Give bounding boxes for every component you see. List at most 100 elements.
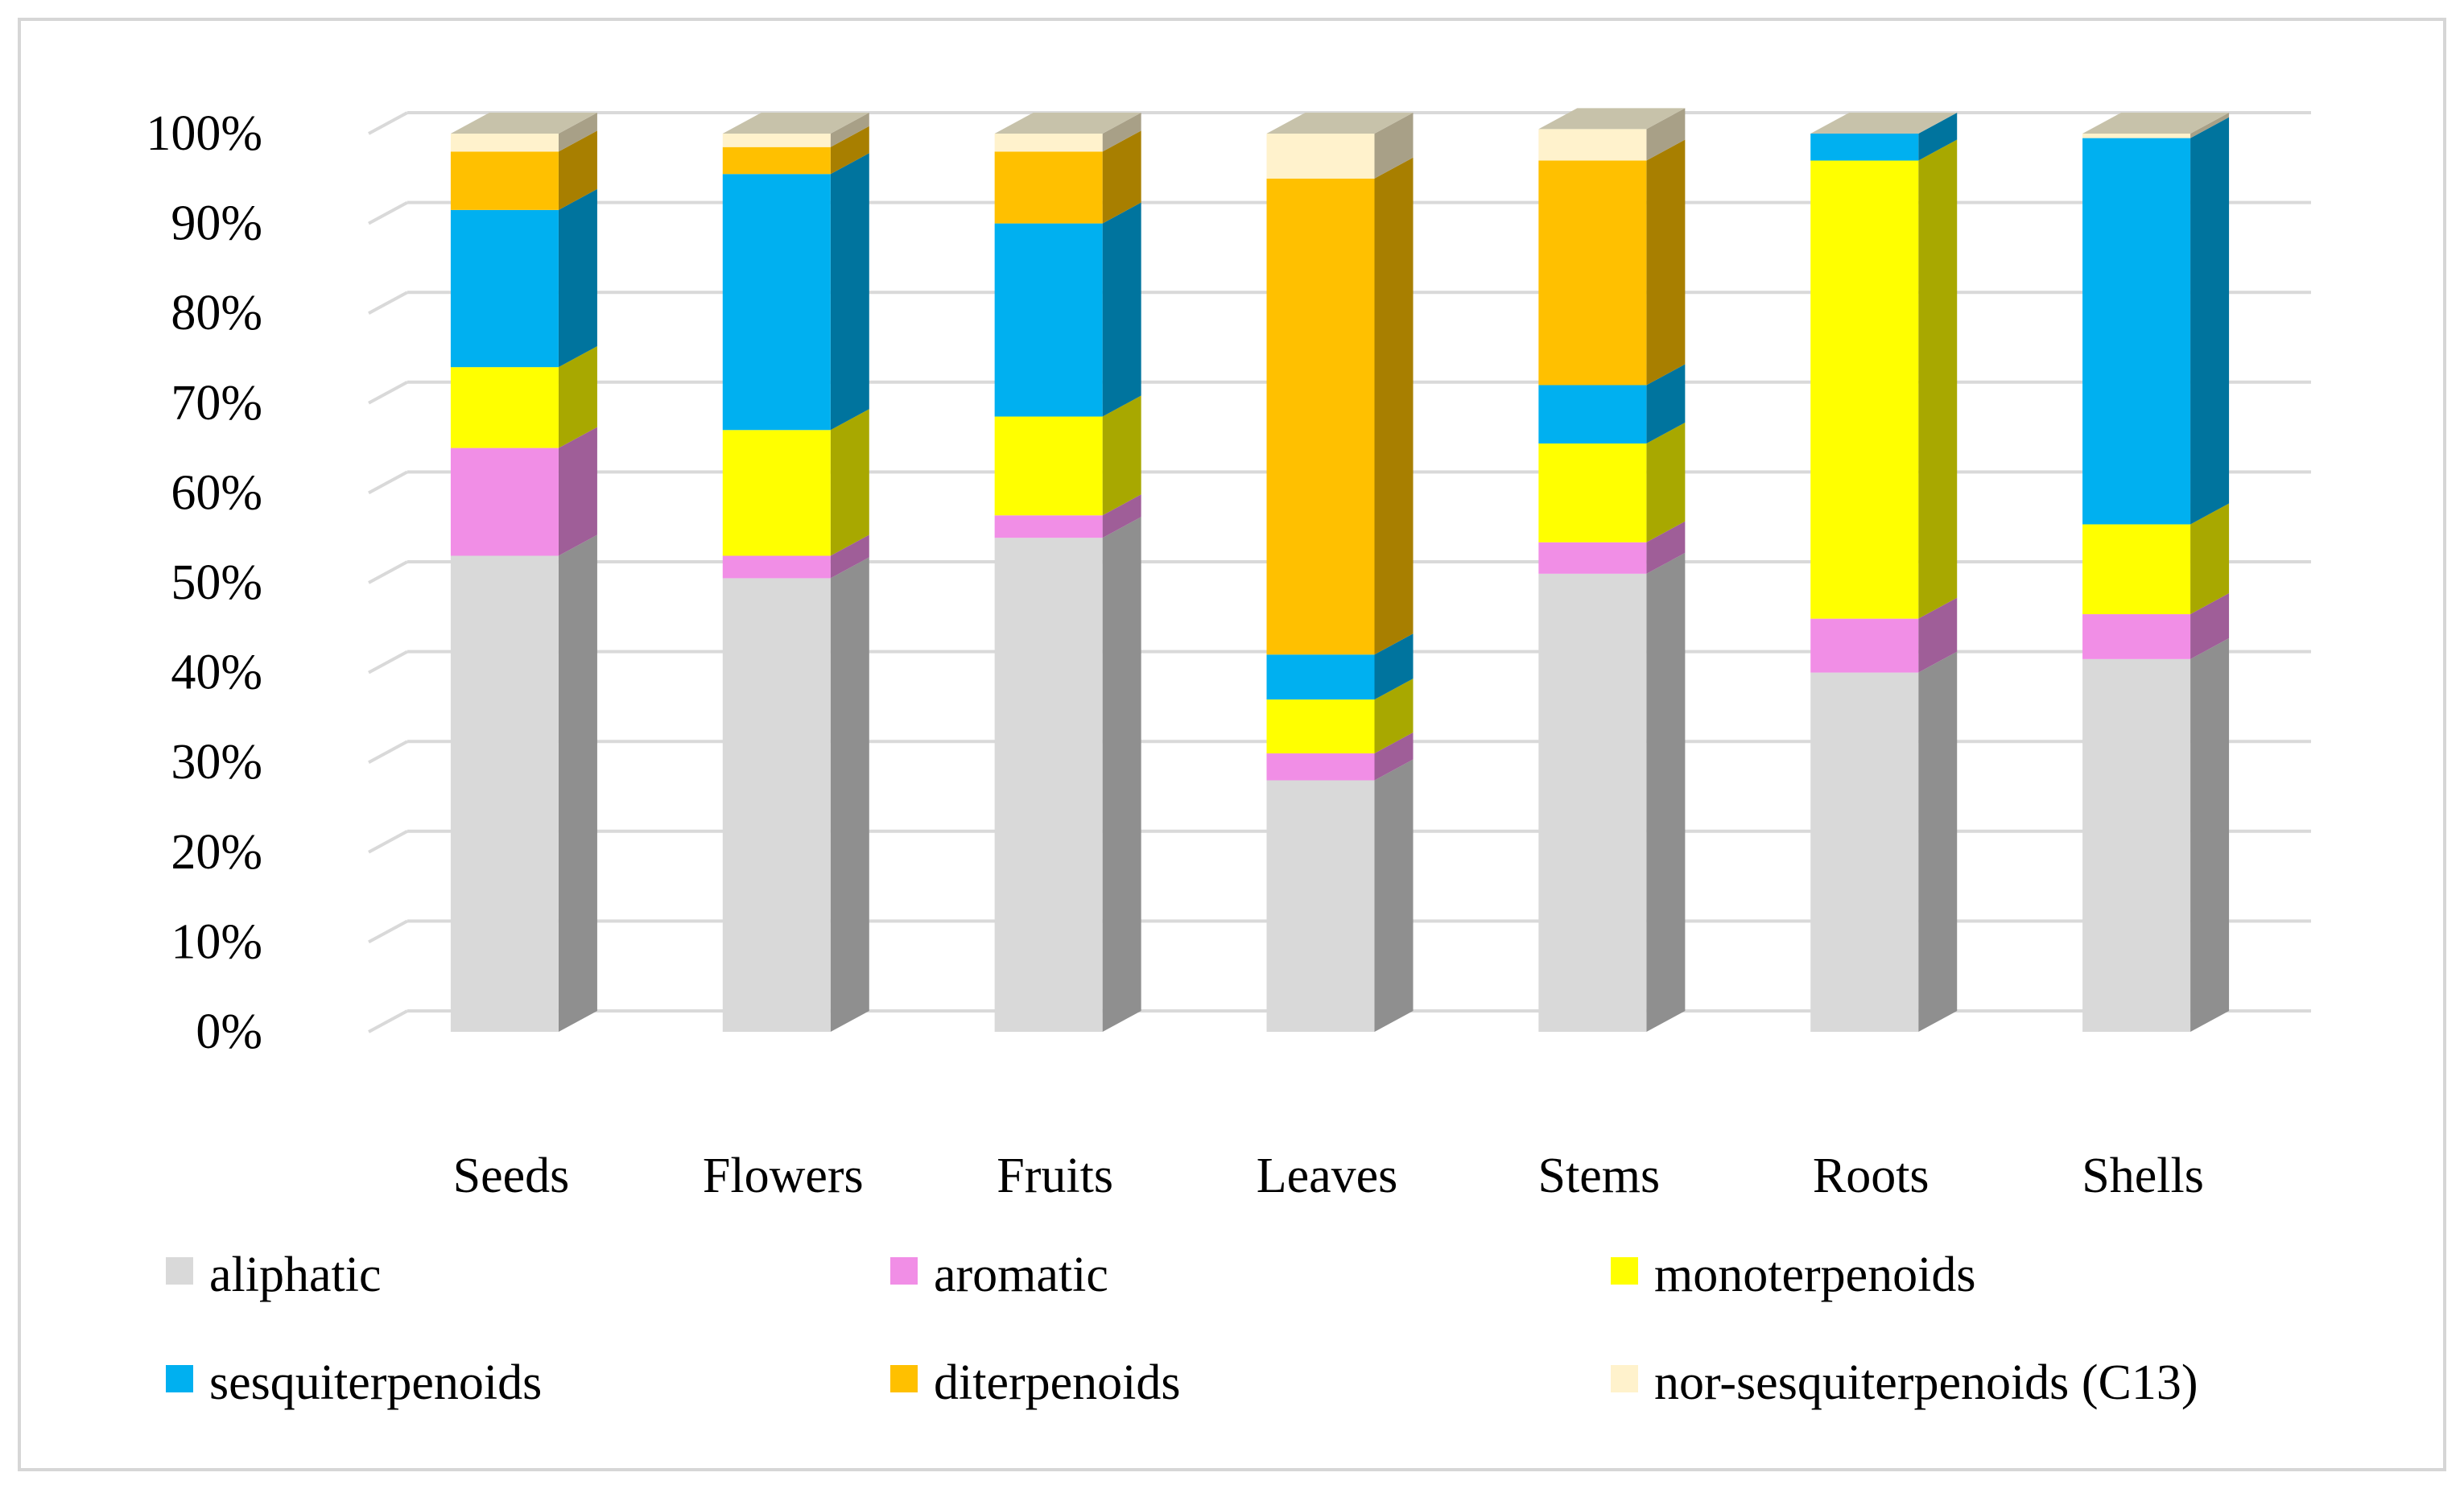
bar-side-face xyxy=(1918,113,1958,161)
bar-side-face xyxy=(1646,139,1686,386)
bar-segment-aromatic xyxy=(1266,732,1414,781)
bar-stack-roots xyxy=(1810,113,1958,1032)
bar-front-face xyxy=(2082,524,2191,615)
bar-segment-monoterpenoids xyxy=(2082,503,2230,615)
bar-side-face xyxy=(830,113,869,147)
bar-front-face xyxy=(994,151,1103,224)
bar-front-face xyxy=(722,134,831,147)
x-category-label: Leaves xyxy=(1257,1149,1398,1203)
bar-front-face xyxy=(1266,699,1375,754)
bar-segment-aromatic xyxy=(994,494,1141,538)
bar-side-face xyxy=(1102,517,1141,1032)
legend-label: sesquiterpenoids xyxy=(209,1355,542,1410)
bar-segment-aliphatic xyxy=(1538,552,1686,1032)
bar-side-face xyxy=(1646,552,1686,1032)
bar-front-face xyxy=(450,448,559,556)
bar-front-face xyxy=(1810,134,1919,161)
bar-front-face xyxy=(1266,134,1375,179)
bars xyxy=(450,108,2230,1032)
bar-side-face xyxy=(2190,117,2230,525)
bar-side-face xyxy=(1374,732,1414,781)
legend-swatch xyxy=(1611,1365,1638,1392)
bar-segment-nor-sesquiterpenoids-c13 xyxy=(1266,113,1414,179)
bar-top-face xyxy=(1266,113,1414,134)
bar-front-face xyxy=(1538,443,1647,542)
bar-front-face xyxy=(1538,542,1647,574)
bar-segment-nor-sesquiterpenoids-c13 xyxy=(2082,113,2230,138)
x-category-label: Shells xyxy=(2082,1149,2204,1203)
bar-segment-sesquiterpenoids xyxy=(1810,113,1958,161)
bar-side-face xyxy=(830,409,869,556)
legend-label: aliphatic xyxy=(209,1248,381,1302)
legend-item: diterpenoids xyxy=(890,1355,1181,1410)
bar-front-face xyxy=(1266,178,1375,655)
bar-segment-diterpenoids xyxy=(1538,139,1686,386)
bar-segment-aliphatic xyxy=(722,557,869,1032)
bar-segment-aliphatic xyxy=(2082,637,2230,1032)
bar-top-face xyxy=(1538,108,1686,130)
bar-side-face xyxy=(1374,157,1414,655)
legend: aliphatic aromatic monoterpenoids sesquiter… xyxy=(166,1248,2198,1410)
gridline-depth xyxy=(368,381,408,405)
bar-segment-nor-sesquiterpenoids-c13 xyxy=(994,113,1141,152)
bar-side-face xyxy=(1918,139,1958,619)
bar-segment-nor-sesquiterpenoids-c13 xyxy=(450,113,597,152)
bar-side-face xyxy=(1374,759,1414,1032)
bar-front-face xyxy=(2082,134,2191,138)
bar-segment-nor-sesquiterpenoids-c13 xyxy=(1538,108,1686,161)
bar-side-face xyxy=(2190,503,2230,615)
bar-side-face xyxy=(1374,679,1414,754)
bar-front-face xyxy=(1538,160,1647,386)
bar-front-face xyxy=(2082,138,2191,525)
gridline-depth xyxy=(368,830,408,854)
bar-side-face xyxy=(1646,364,1686,444)
bar-side-face xyxy=(2190,593,2230,659)
y-tick-label: 50% xyxy=(171,555,262,610)
legend-label: monoterpenoids xyxy=(1654,1248,1976,1302)
stacked-bar-chart: 0% 10% 20% 30% 40% 50% 60% 70% 80% 90% 100% Seeds F… xyxy=(146,106,2311,1410)
x-category-label: Flowers xyxy=(703,1149,864,1203)
bar-segment-monoterpenoids xyxy=(722,409,869,556)
bar-side-face xyxy=(1374,633,1414,700)
bar-front-face xyxy=(722,430,831,556)
bar-front-face xyxy=(1810,160,1919,619)
bar-segment-aromatic xyxy=(2082,593,2230,659)
bar-segment-monoterpenoids xyxy=(1538,423,1686,542)
bar-stack-fruits xyxy=(994,113,1141,1032)
bar-segment-diterpenoids xyxy=(994,130,1141,224)
bar-segment-sesquiterpenoids xyxy=(994,202,1141,417)
bar-side-face xyxy=(558,346,597,448)
legend-swatch xyxy=(890,1257,918,1285)
bar-front-face xyxy=(994,416,1103,516)
bar-segment-monoterpenoids xyxy=(994,395,1141,516)
bar-stack-stems xyxy=(1538,108,1686,1032)
bar-side-face xyxy=(1646,521,1686,574)
bar-front-face xyxy=(1266,654,1375,700)
legend-item: monoterpenoids xyxy=(1611,1248,1976,1302)
y-tick-label: 20% xyxy=(171,825,262,880)
bar-front-face xyxy=(1538,129,1647,161)
bar-front-face xyxy=(2082,658,2191,1032)
legend-label: diterpenoids xyxy=(934,1355,1181,1410)
bar-side-face xyxy=(1918,597,1958,673)
legend-label: aromatic xyxy=(934,1248,1108,1302)
bar-front-face xyxy=(2082,614,2191,659)
bar-segment-sesquiterpenoids xyxy=(722,153,869,431)
bar-side-face xyxy=(558,534,597,1032)
bar-segment-aromatic xyxy=(1810,597,1958,673)
bar-side-face xyxy=(1374,113,1414,179)
bar-side-face xyxy=(558,188,597,368)
gridline-depth xyxy=(368,291,408,315)
bar-side-face xyxy=(2190,637,2230,1032)
bar-front-face xyxy=(994,134,1103,152)
bar-side-face xyxy=(558,130,597,210)
legend-swatch xyxy=(166,1257,193,1285)
bar-segment-aliphatic xyxy=(1810,651,1958,1032)
bar-side-face xyxy=(830,126,869,175)
bar-front-face xyxy=(450,367,559,448)
gridline-depth xyxy=(368,740,408,764)
bar-side-face xyxy=(1646,108,1686,161)
bar-segment-diterpenoids xyxy=(722,126,869,175)
bar-front-face xyxy=(722,555,831,579)
bar-front-face xyxy=(450,134,559,152)
